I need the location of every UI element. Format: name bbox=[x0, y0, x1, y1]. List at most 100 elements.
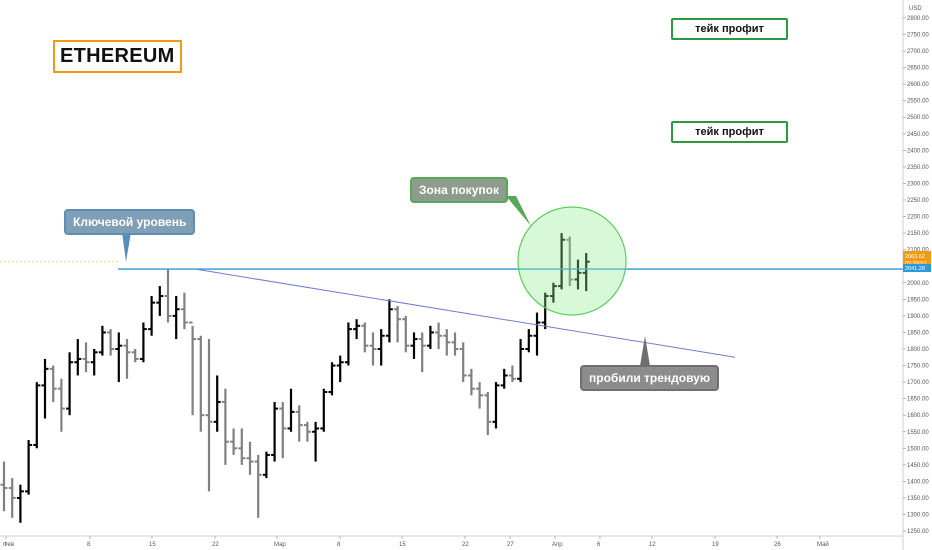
time-tick-label: 22 bbox=[462, 542, 469, 548]
time-tick-label: 15 bbox=[399, 542, 406, 548]
price-tick-label: 1350.00 bbox=[907, 496, 929, 502]
ohlc-bar bbox=[115, 332, 123, 383]
ohlc-bar bbox=[131, 348, 139, 363]
ohlc-bar bbox=[33, 382, 41, 449]
price-tick-label: 1500.00 bbox=[907, 446, 929, 452]
take-profit-box-2: тейк профит bbox=[671, 121, 788, 143]
ohlc-bar bbox=[410, 332, 418, 359]
ohlc-bar bbox=[320, 388, 328, 432]
time-tick-label: 8 bbox=[87, 542, 91, 548]
ohlc-bar bbox=[57, 378, 65, 432]
ohlc-bar bbox=[246, 441, 254, 475]
price-tick-label: 1550.00 bbox=[907, 430, 929, 436]
ohlc-bar bbox=[435, 322, 443, 349]
price-tick-label: 2250.00 bbox=[907, 198, 929, 204]
price-tick-label: 2450.00 bbox=[907, 132, 929, 138]
ohlc-bar bbox=[443, 329, 451, 356]
price-tick-label: 2400.00 bbox=[907, 148, 929, 154]
ohlc-bar bbox=[336, 355, 344, 383]
ohlc-bar bbox=[189, 321, 197, 416]
ohlc-bar bbox=[312, 421, 320, 462]
currency-label: USD bbox=[909, 6, 922, 12]
ohlc-bar bbox=[476, 382, 484, 409]
price-tick-label: 2500.00 bbox=[907, 115, 929, 121]
time-tick-label: 6 bbox=[597, 542, 601, 548]
ohlc-bar bbox=[205, 339, 213, 492]
ohlc-bar bbox=[418, 332, 426, 373]
time-axis: Фев 8 15 22 Мар 8 15 22 27 Апр 6 12 19 26 Май bbox=[0, 535, 903, 548]
ohlc-bar bbox=[484, 392, 492, 436]
key-level-tag-value: 2041.28 bbox=[905, 266, 925, 272]
ohlc-bar bbox=[385, 299, 393, 343]
ohlc-bar bbox=[230, 428, 238, 455]
price-tick-label: 2100.00 bbox=[907, 248, 929, 254]
take-profit-box-1: тейк профит bbox=[671, 18, 788, 40]
ohlc-bar bbox=[467, 368, 475, 396]
ohlc-bar bbox=[172, 296, 180, 340]
time-tick-label: 8 bbox=[337, 542, 341, 548]
ohlc-bar bbox=[197, 335, 205, 432]
time-tick-label: 22 bbox=[212, 542, 219, 548]
price-tick-label: 1300.00 bbox=[907, 513, 929, 519]
ohlc-bar bbox=[90, 348, 98, 376]
ohlc-bar bbox=[221, 388, 229, 465]
time-tick-label: 19 bbox=[712, 542, 719, 548]
price-tick-label: 2750.00 bbox=[907, 32, 929, 38]
price-tick-label: 1400.00 bbox=[907, 479, 929, 485]
ohlc-bar bbox=[16, 484, 24, 523]
price-tick-label: 1950.00 bbox=[907, 297, 929, 303]
key-level-tag bbox=[903, 264, 931, 272]
price-tick-label: 1250.00 bbox=[907, 529, 929, 535]
time-tick-label: Фев bbox=[3, 542, 14, 548]
current-price-value: 2063.62 bbox=[905, 254, 925, 260]
ohlc-bar bbox=[49, 365, 57, 402]
price-tick-label: 1800.00 bbox=[907, 347, 929, 353]
buy-zone-callout: Зона покупок bbox=[410, 177, 508, 203]
time-tick-label: 27 bbox=[507, 542, 514, 548]
price-tick-label: 2700.00 bbox=[907, 49, 929, 55]
key-level-callout-pointer bbox=[122, 232, 131, 262]
time-tick-label: Мар bbox=[274, 542, 286, 548]
ohlc-bar bbox=[574, 259, 582, 290]
price-tick-label: 2550.00 bbox=[907, 99, 929, 105]
price-tick-label: 1650.00 bbox=[907, 397, 929, 403]
price-tick-label: 1850.00 bbox=[907, 330, 929, 336]
trend-break-callout: пробили трендовую bbox=[580, 365, 720, 391]
ohlc-bar bbox=[566, 236, 574, 287]
ohlc-bar bbox=[541, 292, 549, 330]
ohlc-bar bbox=[139, 322, 147, 363]
ohlc-bar bbox=[238, 428, 246, 465]
price-bars bbox=[0, 233, 590, 523]
ohlc-bar bbox=[402, 315, 410, 353]
ohlc-bar bbox=[328, 362, 336, 396]
ohlc-bar bbox=[558, 233, 566, 290]
ohlc-bar bbox=[107, 329, 115, 356]
ohlc-bar bbox=[287, 388, 295, 432]
ohlc-bar bbox=[517, 339, 525, 383]
ohlc-bar bbox=[82, 342, 90, 373]
ohlc-bar bbox=[500, 368, 508, 389]
ohlc-bar bbox=[426, 325, 434, 349]
ohlc-bar bbox=[213, 375, 221, 432]
trendline bbox=[197, 269, 736, 358]
ohlc-bar bbox=[582, 252, 590, 292]
ohlc-bar bbox=[361, 322, 369, 353]
ohlc-bar bbox=[369, 332, 377, 366]
price-tick-label: 1450.00 bbox=[907, 463, 929, 469]
ohlc-bar bbox=[303, 421, 311, 442]
ohlc-bar bbox=[344, 322, 352, 366]
ohlc-bar bbox=[8, 478, 16, 518]
price-tick-label: 2650.00 bbox=[907, 66, 929, 72]
ohlc-bar bbox=[549, 282, 557, 303]
price-axis: USD 2800.00 2750.00 2700.00 2650.00 2600.00 25… bbox=[902, 0, 929, 550]
key-level-callout: Ключевой уровень bbox=[64, 209, 196, 235]
ohlc-bar bbox=[394, 305, 402, 343]
ohlc-bar bbox=[508, 365, 516, 383]
price-tick-label: 2000.00 bbox=[907, 281, 929, 287]
ohlc-bar bbox=[0, 461, 8, 512]
time-tick-label: 15 bbox=[149, 542, 156, 548]
ohlc-bar bbox=[156, 286, 164, 316]
ohlc-bar bbox=[41, 358, 49, 419]
price-tick-label: 2600.00 bbox=[907, 82, 929, 88]
